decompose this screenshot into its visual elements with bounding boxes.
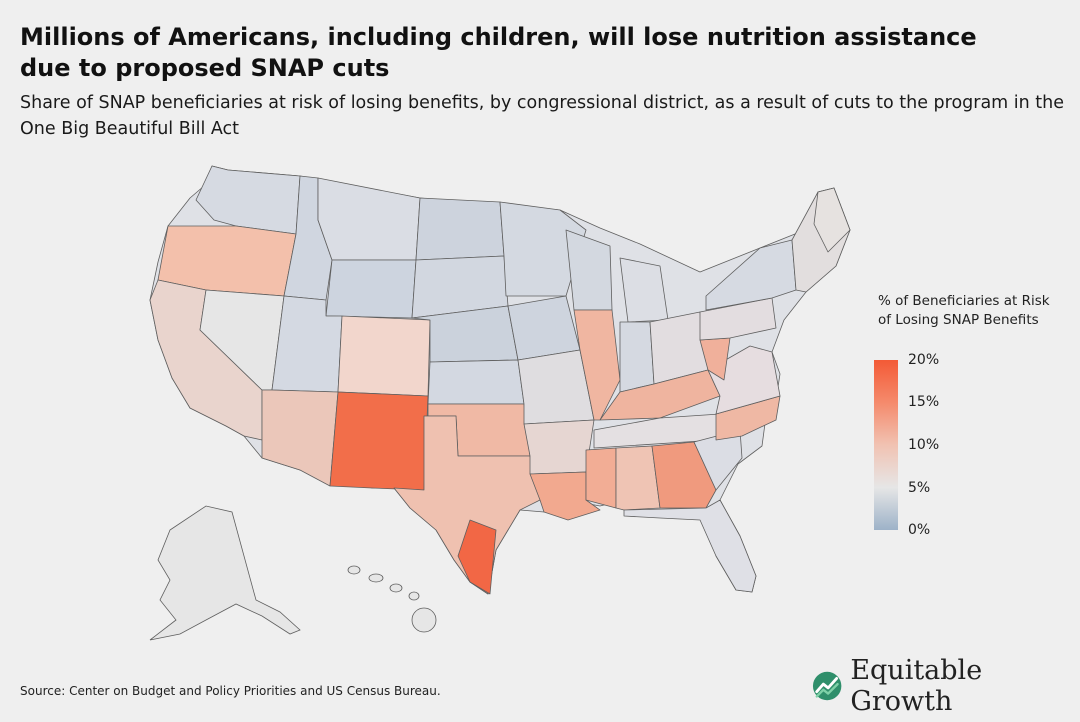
state-arkansas [523,419,595,475]
state-georgia [651,441,717,509]
state-maine [813,187,851,253]
state-texas [393,415,541,595]
hawaii-outline [347,565,437,633]
state-new-mexico [329,391,429,491]
legend-tick: 10% [908,437,940,453]
chart-title: Millions of Americans, including childre… [20,23,977,82]
state-florida [623,499,757,593]
equitable-growth-logo-icon [812,671,842,701]
alaska-outline [149,505,301,641]
source-note: Source: Center on Budget and Policy Prio… [20,684,441,698]
state-montana [317,177,421,261]
state-indiana [619,321,655,393]
legend-color-bar [874,360,898,530]
chart-subtitle: Share of SNAP beneficiaries at risk of l… [20,93,1065,139]
brand-name: Equitable Growth [850,655,983,717]
state-texas-south [457,519,497,595]
legend-tick: 20% [908,352,940,368]
state-arizona [261,389,339,487]
legend-tick: 15% [908,394,940,410]
legend-tick: 0% [908,522,931,538]
state-kansas [427,359,525,405]
legend-tick: 5% [908,480,931,496]
legend-title: % of Beneficiaries at Risk of Losing SNA… [878,293,1050,328]
state-north-dakota [415,197,505,261]
state-mississippi [585,447,617,509]
brand-logo: Equitable Growth [812,655,1080,717]
state-colorado [337,315,431,397]
state-alabama [615,445,661,511]
state-wyoming [325,259,417,319]
